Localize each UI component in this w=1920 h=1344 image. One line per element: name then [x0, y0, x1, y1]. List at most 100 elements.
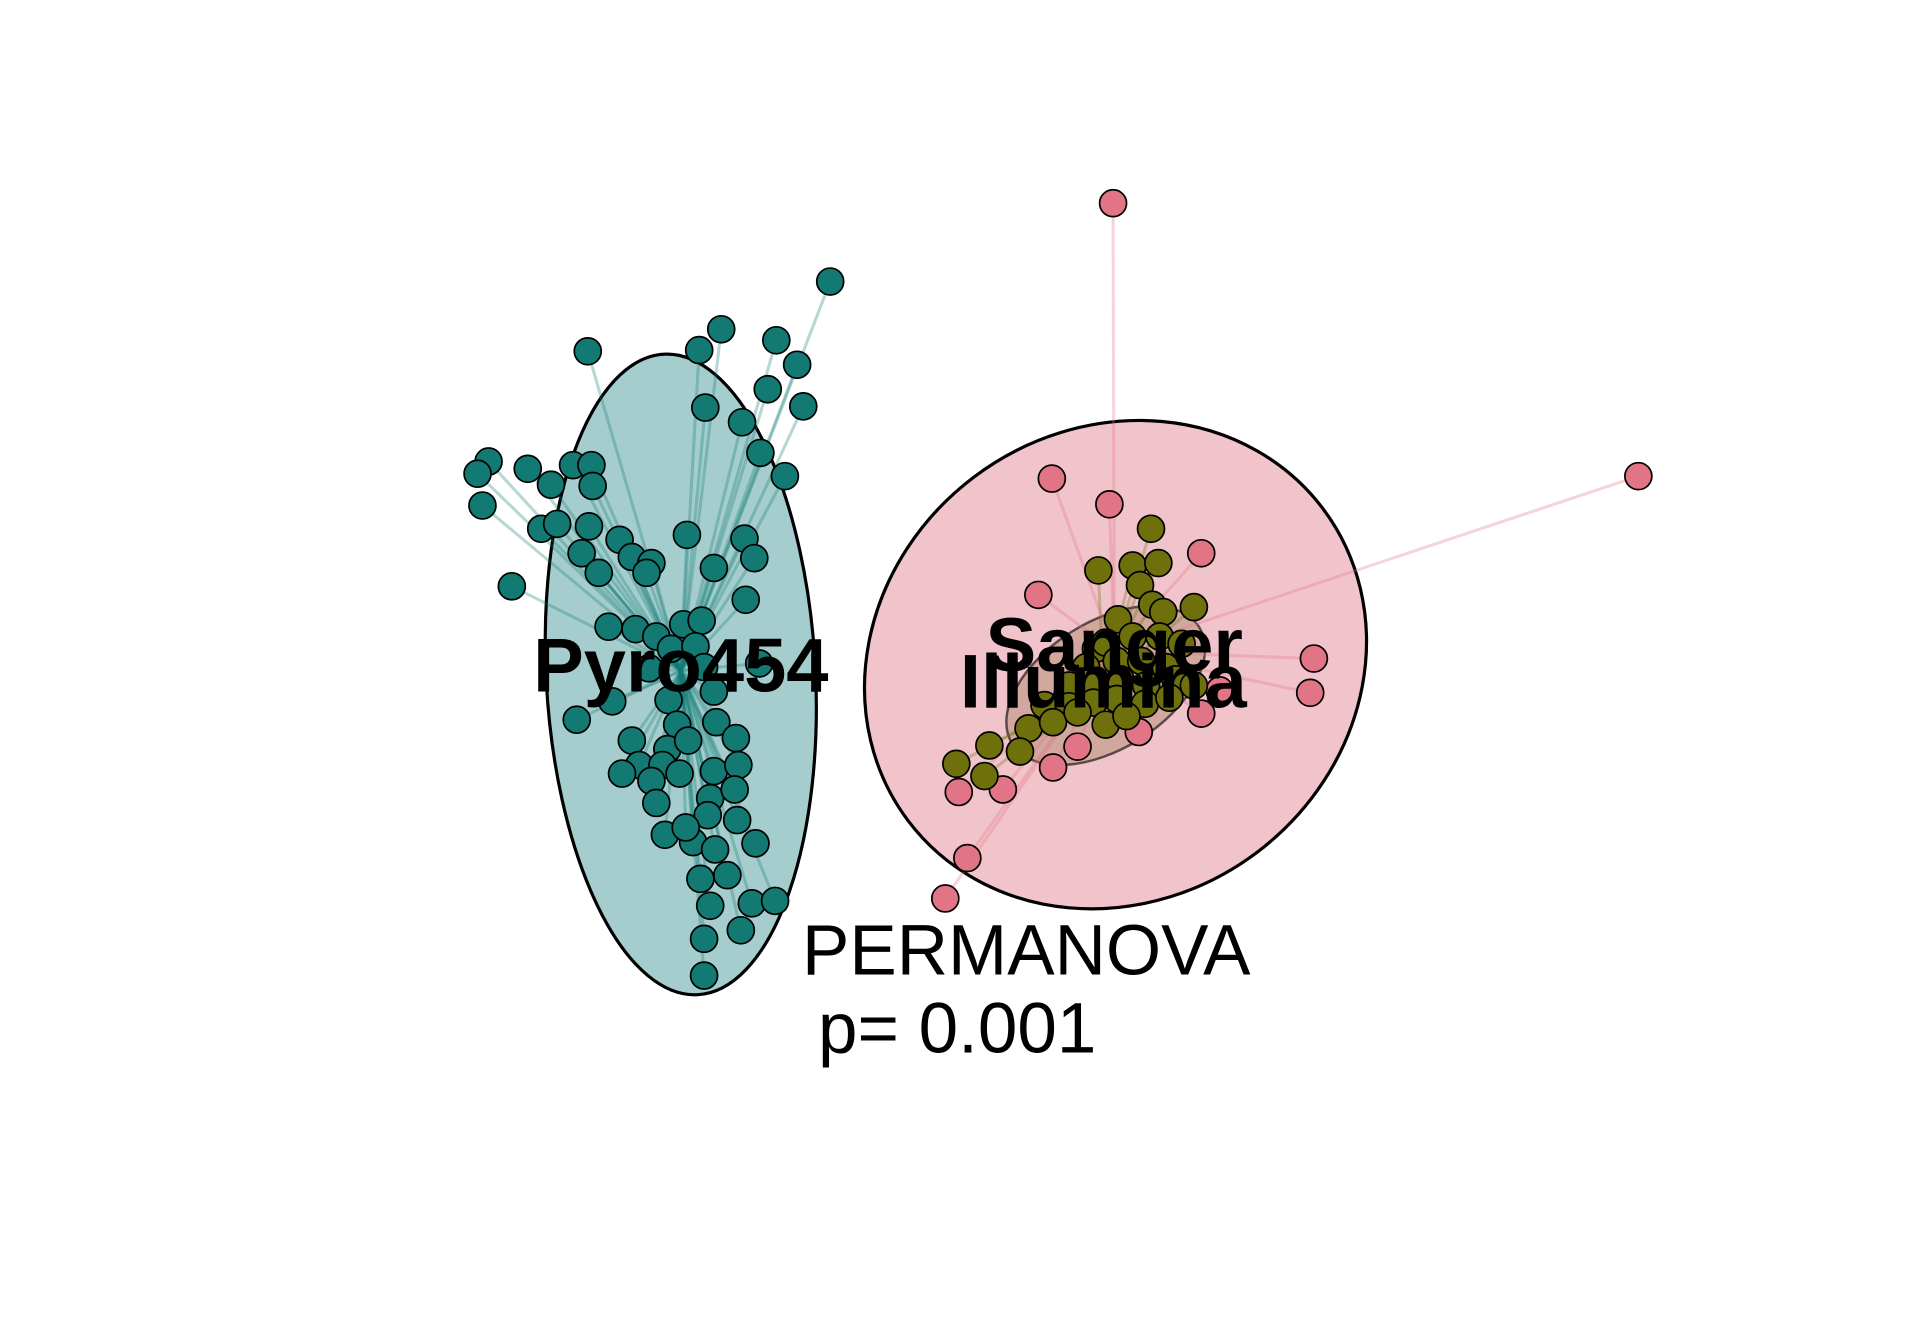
spider-line-sanger [1050, 478, 1116, 652]
point-pyro454 [702, 707, 731, 737]
point-illumina [1063, 698, 1092, 727]
point-pyro454 [542, 509, 572, 539]
point-pyro454 [562, 705, 592, 735]
point-pyro454 [699, 553, 729, 583]
point-sanger [1098, 188, 1128, 218]
group-label-pyro454: Pyro454 [533, 624, 828, 709]
point-pyro454 [699, 677, 729, 706]
point-sanger [1038, 753, 1068, 782]
point-sanger [944, 777, 974, 807]
point-sanger [953, 843, 982, 873]
point-pyro454 [665, 759, 694, 788]
spider-line-pyro454 [679, 670, 716, 772]
point-pyro454 [567, 538, 596, 568]
spider-line-pyro454 [637, 670, 683, 766]
point-illumina [1005, 737, 1035, 766]
point-pyro454 [574, 512, 604, 541]
point-pyro454 [463, 459, 492, 489]
point-pyro454 [617, 726, 647, 755]
point-pyro454 [815, 267, 845, 296]
point-pyro454 [632, 558, 661, 588]
spider-line-pyro454 [576, 669, 682, 722]
group-label-illumina: Illumina [960, 640, 1248, 725]
spider-line-illumina [1096, 570, 1105, 686]
point-sanger [1295, 678, 1325, 708]
point-pyro454 [699, 756, 729, 786]
point-pyro454 [741, 829, 770, 858]
point-pyro454 [684, 335, 714, 365]
point-pyro454 [672, 520, 702, 550]
point-pyro454 [788, 392, 818, 421]
point-pyro454 [689, 961, 719, 990]
point-pyro454 [673, 726, 703, 755]
point-pyro454 [468, 491, 497, 520]
point-sanger [1624, 461, 1653, 491]
annotation-p-value: p= 0.001 [818, 990, 1096, 1069]
point-pyro454 [689, 924, 719, 954]
point-pyro454 [739, 543, 769, 573]
point-pyro454 [713, 860, 742, 890]
point-pyro454 [706, 314, 736, 344]
point-illumina [970, 761, 999, 791]
point-pyro454 [578, 471, 607, 501]
point-pyro454 [770, 461, 800, 491]
point-pyro454 [497, 571, 527, 601]
point-illumina [942, 749, 971, 779]
point-pyro454 [597, 687, 627, 716]
point-illumina [1167, 629, 1196, 659]
point-sanger [1186, 538, 1216, 568]
point-pyro454 [724, 750, 753, 780]
point-pyro454 [782, 350, 812, 380]
point-sanger [1037, 464, 1067, 493]
point-illumina [975, 731, 1004, 760]
point-illumina [1179, 671, 1209, 700]
point-illumina [1038, 707, 1068, 737]
point-illumina [1179, 592, 1209, 622]
point-pyro454 [762, 325, 791, 355]
point-illumina [1155, 683, 1184, 713]
group-label-sanger: Sanger [986, 603, 1243, 688]
point-pyro454 [634, 654, 664, 683]
point-sanger [1063, 732, 1092, 761]
point-pyro454 [744, 649, 774, 678]
point-pyro454 [746, 438, 775, 468]
spider-line-sanger [1113, 474, 1639, 653]
point-illumina [1112, 701, 1141, 731]
point-pyro454 [753, 374, 783, 404]
point-pyro454 [594, 612, 623, 642]
point-pyro454 [700, 835, 730, 864]
point-illumina [1144, 548, 1173, 578]
point-illumina [1084, 556, 1113, 585]
point-pyro454 [722, 805, 752, 835]
point-pyro454 [727, 407, 757, 437]
point-sanger [930, 884, 960, 913]
point-pyro454 [536, 470, 566, 500]
point-pyro454 [607, 759, 637, 788]
point-pyro454 [760, 886, 790, 916]
point-pyro454 [720, 775, 750, 804]
point-pyro454 [671, 813, 701, 842]
point-sanger [1299, 644, 1329, 673]
point-pyro454 [690, 393, 720, 422]
point-sanger [1024, 580, 1053, 610]
point-pyro454 [693, 800, 723, 830]
point-pyro454 [721, 723, 751, 753]
point-pyro454 [695, 891, 725, 921]
point-sanger [1186, 699, 1216, 728]
point-illumina [1136, 514, 1166, 544]
spider-line-sanger [1111, 203, 1116, 652]
point-pyro454 [642, 788, 671, 818]
group-points [463, 188, 1653, 990]
point-pyro454 [584, 558, 614, 588]
point-pyro454 [726, 915, 756, 945]
point-pyro454 [573, 336, 603, 366]
point-pyro454 [513, 454, 543, 484]
annotation-permanova: PERMANOVA [802, 911, 1251, 990]
spider-line-pyro454 [679, 280, 832, 672]
point-sanger [1095, 489, 1124, 519]
point-pyro454 [731, 585, 761, 615]
point-pyro454 [689, 652, 719, 682]
point-pyro454 [686, 864, 715, 894]
